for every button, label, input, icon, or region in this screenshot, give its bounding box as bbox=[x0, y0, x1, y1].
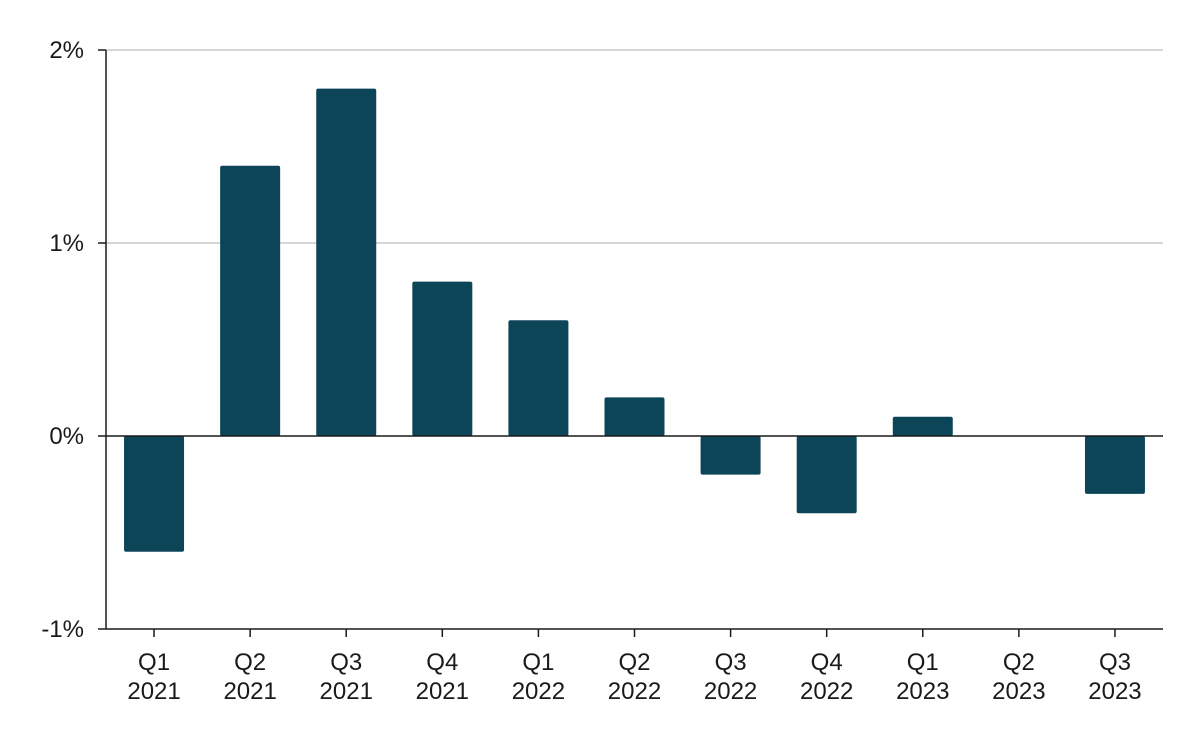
bar bbox=[508, 320, 569, 436]
y-tick-label: 1% bbox=[49, 230, 84, 257]
bar bbox=[316, 88, 377, 436]
x-tick-label: Q2 bbox=[234, 649, 266, 676]
x-tick-label: Q4 bbox=[811, 649, 843, 676]
bar bbox=[1084, 436, 1145, 494]
x-tick-labels: Q12021Q22021Q32021Q42021Q12022Q22022Q320… bbox=[127, 649, 1141, 705]
x-tick-label: Q4 bbox=[426, 649, 458, 676]
x-tick-label: 2021 bbox=[223, 678, 276, 705]
x-tick-label: Q1 bbox=[522, 649, 554, 676]
bar bbox=[700, 436, 761, 475]
x-tick-label: Q3 bbox=[330, 649, 362, 676]
y-tick-labels: -1% 0% 1% 2% bbox=[41, 37, 84, 643]
x-tick-label: 2022 bbox=[704, 678, 757, 705]
y-tick-label: 0% bbox=[49, 423, 84, 450]
x-tick-label: 2022 bbox=[608, 678, 661, 705]
x-tick-label: 2021 bbox=[127, 678, 180, 705]
x-tick-label: Q1 bbox=[138, 649, 170, 676]
gridlines bbox=[106, 49, 1163, 244]
x-tick-label: 2022 bbox=[512, 678, 565, 705]
bars bbox=[124, 88, 1145, 552]
bar bbox=[796, 436, 857, 514]
x-tick-label: 2021 bbox=[416, 678, 469, 705]
x-tick-label: 2022 bbox=[800, 678, 853, 705]
x-tick-label: Q2 bbox=[618, 649, 650, 676]
bar bbox=[892, 416, 953, 436]
y-tick-label: 2% bbox=[49, 37, 84, 64]
x-tick-label: 2023 bbox=[896, 678, 949, 705]
axes bbox=[98, 49, 1163, 637]
x-tick-label: Q3 bbox=[715, 649, 747, 676]
x-tick-label: Q2 bbox=[1003, 649, 1035, 676]
x-tick-label: 2023 bbox=[992, 678, 1045, 705]
bar bbox=[412, 281, 473, 436]
bar bbox=[220, 165, 281, 437]
x-tick-label: Q3 bbox=[1099, 649, 1131, 676]
bar bbox=[124, 436, 185, 552]
x-tick-label: 2023 bbox=[1088, 678, 1141, 705]
x-tick-label: 2021 bbox=[320, 678, 373, 705]
y-tick-label: -1% bbox=[41, 616, 84, 643]
x-tick-label: Q1 bbox=[907, 649, 939, 676]
bar bbox=[604, 397, 665, 436]
